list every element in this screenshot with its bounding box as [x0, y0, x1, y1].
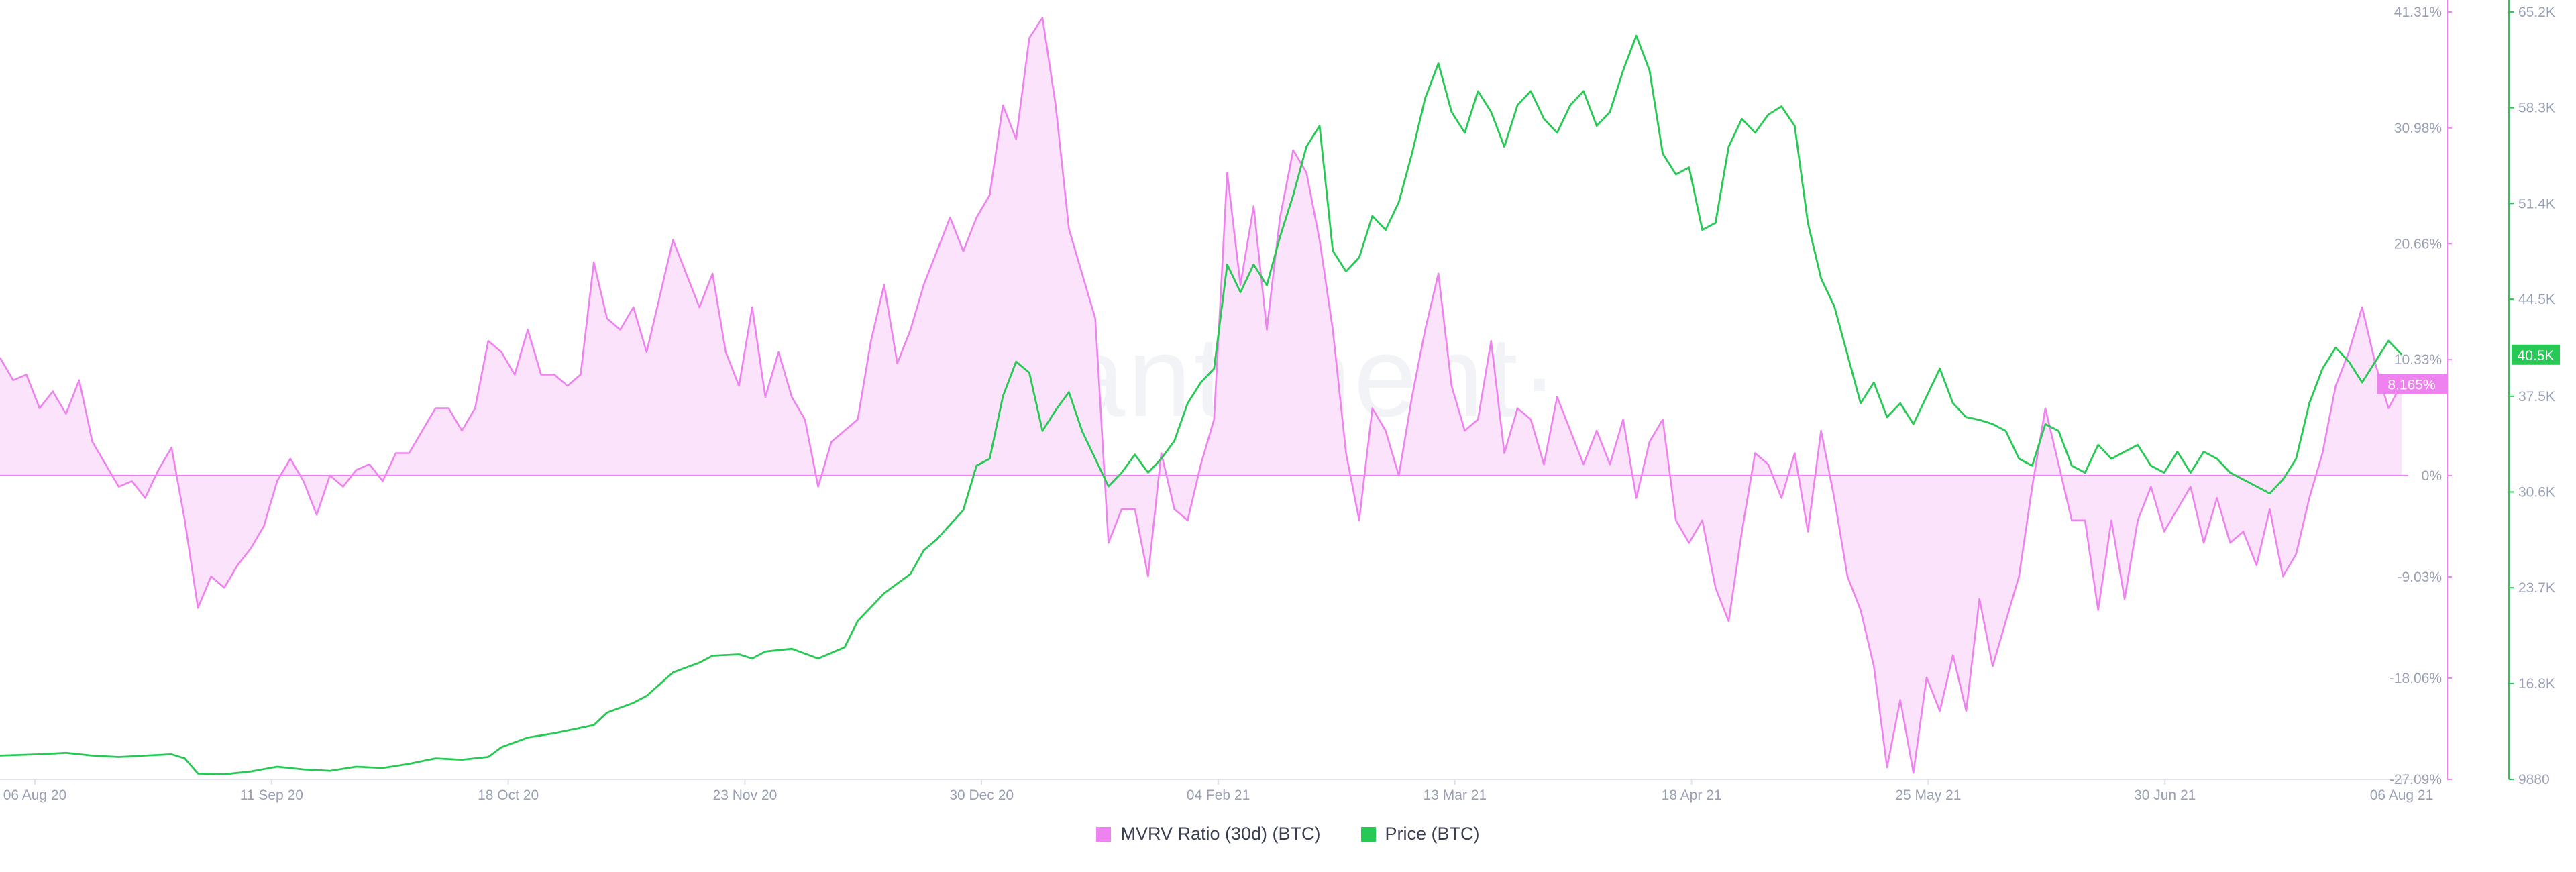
legend-item-mvrv[interactable]: MVRV Ratio (30d) (BTC) [1096, 824, 1321, 844]
price-tick-label[interactable]: 23.7K [2518, 580, 2555, 596]
mvrv-tick-label[interactable]: 10.33% [2394, 352, 2442, 368]
price-tick-label[interactable]: 44.5K [2518, 292, 2555, 307]
price-axis-ticks[interactable]: 65.2K 58.3K 51.4K 44.5K 37.5K 30.6K 23.7K 16.8K… [2509, 5, 2555, 787]
price-tick-label[interactable]: 37.5K [2518, 389, 2555, 404]
mvrv-tick-label[interactable]: -18.06% [2390, 671, 2442, 686]
price-tick-label[interactable]: 30.6K [2518, 485, 2555, 500]
mvrv-axis-ticks[interactable]: 41.31% 30.98% 20.66% 10.33% 0% -9.03% -18.06% -… [2390, 5, 2452, 787]
x-tick-label[interactable]: 18 Oct 20 [478, 787, 539, 803]
x-tick-label[interactable]: 13 Mar 21 [1424, 787, 1487, 803]
x-tick-label[interactable]: 04 Feb 21 [1187, 787, 1250, 803]
price-series-line[interactable] [0, 34, 2403, 775]
mvrv-tick-label[interactable]: 41.31% [2394, 5, 2442, 20]
mvrv-line-group [0, 17, 2403, 774]
mvrv-tick-label[interactable]: -27.09% [2390, 772, 2442, 787]
current-value-badges: 8.165% 40.5K [2377, 344, 2560, 394]
x-tick-label[interactable]: 23 Nov 20 [713, 787, 777, 803]
price-tick-label[interactable]: 65.2K [2518, 5, 2555, 20]
mvrv-tick-label[interactable]: 0% [2422, 468, 2442, 484]
price-current-value: 40.5K [2518, 348, 2555, 364]
price-current-badge [2512, 344, 2560, 365]
x-axis-ticks[interactable]: 06 Aug 20 11 Sep 20 18 Oct 20 23 Nov 20 30 D… [3, 779, 2434, 803]
price-swatch-icon [1360, 826, 1376, 842]
mvrv-tick-label[interactable]: -9.03% [2397, 569, 2442, 585]
price-tick-label[interactable]: 9880 [2518, 772, 2550, 787]
mvrv-tick-label[interactable]: 20.66% [2394, 236, 2442, 252]
price-tick-label[interactable]: 51.4K [2518, 196, 2555, 211]
x-tick-label[interactable]: 11 Sep 20 [240, 787, 303, 803]
mvrv-area-group [0, 17, 2402, 773]
x-tick-label[interactable]: 25 May 21 [1895, 787, 1961, 803]
mvrv-swatch-icon [1096, 826, 1112, 842]
mvrv-tick-label[interactable]: 30.98% [2394, 121, 2442, 136]
x-tick-label[interactable]: 18 Apr 21 [1662, 787, 1722, 803]
mvrv-current-value: 8.165% [2387, 377, 2435, 392]
legend: MVRV Ratio (30d) (BTC) Price (BTC) [0, 824, 2576, 844]
mvrv-current-badge [2377, 374, 2447, 394]
x-tick-label[interactable]: 30 Dec 20 [949, 787, 1014, 803]
legend-label-mvrv: MVRV Ratio (30d) (BTC) [1120, 824, 1321, 844]
price-tick-label[interactable]: 58.3K [2518, 101, 2555, 116]
price-line-group [0, 34, 2403, 775]
mvrv-area-fill [0, 17, 2402, 773]
x-tick-label[interactable]: 30 Jun 21 [2134, 787, 2196, 803]
axes-group [0, 0, 2510, 780]
x-tick-label[interactable]: 06 Aug 21 [2370, 787, 2434, 803]
legend-label-price: Price (BTC) [1385, 824, 1480, 844]
x-tick-label[interactable]: 06 Aug 20 [3, 787, 67, 803]
legend-item-price[interactable]: Price (BTC) [1360, 824, 1480, 844]
price-tick-label[interactable]: 16.8K [2518, 676, 2555, 692]
mvrv-series-line[interactable] [0, 17, 2403, 774]
